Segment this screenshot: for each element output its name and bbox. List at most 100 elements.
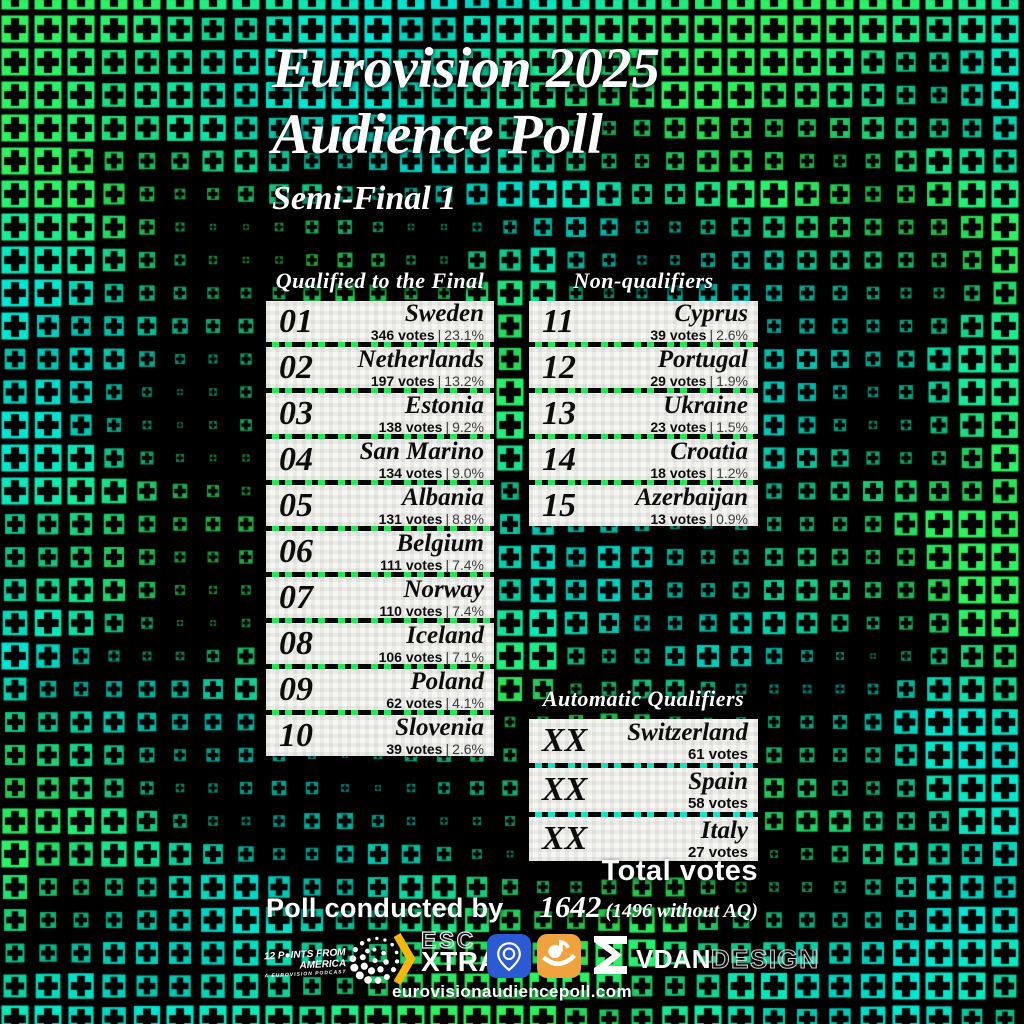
- rank-number: 13: [542, 394, 576, 432]
- title-line1: Eurovision 2025: [272, 37, 661, 100]
- vdan-design-logo: VDAN DESIGN: [636, 943, 820, 975]
- votes-line: 106 votes | 7.1%: [379, 650, 484, 664]
- votes-count: 138 votes: [378, 419, 443, 436]
- votes-line: 110 votes | 7.4%: [379, 604, 484, 618]
- dotted-globe-icon: [349, 936, 400, 984]
- result-row: 09 Poland 62 votes | 4.1%: [266, 669, 494, 710]
- entry-details: Norway 110 votes | 7.4%: [379, 577, 494, 619]
- result-row: 07 Norway 110 votes | 7.4%: [266, 577, 494, 618]
- votes-line: 62 votes | 4.1%: [386, 696, 484, 710]
- votes-count: 61 votes: [687, 746, 748, 764]
- country-name: Italy: [700, 816, 748, 844]
- votes-line: 111 votes | 7.4%: [380, 558, 484, 572]
- country-name: Estonia: [404, 391, 484, 419]
- qualified-list: 01 Sweden 346 votes | 23.1% 02 Netherlands 197 …: [266, 301, 494, 756]
- entry-details: San Marino 134 votes | 9.0%: [360, 439, 494, 481]
- votes-percent: 7.1%: [452, 649, 484, 666]
- votes-count: 346 votes: [370, 327, 435, 344]
- result-row: 03 Estonia 138 votes | 9.2%: [266, 393, 494, 434]
- votes-count: 111 votes: [380, 557, 443, 574]
- automatic-qualifiers-section: Automatic Qualifiers XX Switzerland 61 vot…: [529, 686, 758, 861]
- qualified-header: Qualified to the Final: [275, 268, 485, 293]
- votes-count: 110 votes: [379, 603, 443, 620]
- entry-details: Netherlands 197 votes | 13.2%: [358, 347, 494, 389]
- twelve-points-from-america-logo: 12 P●INTS FROM AMERICA A EUROVISION PODC…: [257, 932, 402, 991]
- votes-line: 346 votes | 23.1%: [371, 328, 484, 342]
- result-row: XX Switzerland 61 votes: [529, 719, 758, 763]
- entry-details: Switzerland 61 votes: [627, 720, 758, 763]
- votes-separator: |: [445, 695, 450, 712]
- title-line2: Audience Poll: [272, 102, 603, 166]
- votes-percent: 9.2%: [452, 419, 484, 436]
- country-name: San Marino: [359, 437, 484, 465]
- yellow-chevron-icon: [394, 932, 416, 986]
- votes-count: 62 votes: [386, 695, 443, 712]
- votes-line: 39 votes | 2.6%: [386, 742, 484, 756]
- result-row: 01 Sweden 346 votes | 23.1%: [266, 301, 494, 342]
- rank-number: 05: [279, 486, 313, 524]
- country-name: Cyprus: [674, 299, 748, 327]
- result-row: XX Spain 58 votes: [529, 768, 758, 812]
- votes-line: 29 votes | 1.9%: [650, 374, 748, 388]
- country-name: Azerbaijan: [635, 483, 748, 511]
- votes-percent: 13.2%: [444, 373, 484, 390]
- total-votes-value: 1642 (1496 without AQ): [400, 889, 758, 925]
- votes-count: 197 votes: [370, 373, 435, 390]
- vdan-bold-text: VDAN: [636, 944, 711, 974]
- result-row: 12 Portugal 29 votes | 1.9%: [529, 347, 758, 388]
- country-name: Portugal: [657, 345, 748, 373]
- entry-details: Sweden 346 votes | 23.1%: [371, 301, 494, 343]
- website-url: eurovisionaudiencepoll.com: [392, 982, 632, 1001]
- votes-separator: |: [437, 373, 442, 390]
- result-row: 08 Iceland 106 votes | 7.1%: [266, 623, 494, 664]
- votes-separator: |: [709, 373, 714, 390]
- rank-number: 02: [279, 348, 313, 386]
- votes-line: 23 votes | 1.5%: [650, 420, 748, 434]
- votes-count: 106 votes: [378, 649, 443, 666]
- escxtra-top-text: ESC: [420, 927, 476, 953]
- entry-details: Ukraine 23 votes | 1.5%: [650, 393, 758, 435]
- entry-details: Azerbaijan 13 votes | 0.9%: [635, 485, 758, 527]
- votes-percent: 9.0%: [452, 465, 484, 482]
- country-name: Slovenia: [395, 713, 484, 741]
- votes-percent: 8.8%: [452, 511, 484, 528]
- entry-details: Slovenia 39 votes | 2.6%: [386, 715, 494, 757]
- votes-percent: 1.9%: [716, 373, 748, 390]
- entry-details: Spain 58 votes: [688, 769, 758, 812]
- country-name: Netherlands: [357, 345, 484, 373]
- non-qualifiers-section: Non-qualifiers 11 Cyprus 39 votes | 2.6% 12 Po…: [529, 268, 758, 526]
- total-votes-number: 1642: [539, 889, 602, 924]
- eye-music-note-app-icon: [537, 934, 581, 978]
- automatic-qualifiers-list: XX Switzerland 61 votes XX Spain 58 votes XX It…: [529, 719, 758, 861]
- rank-number: 08: [279, 624, 313, 662]
- location-pin-app-icon: [487, 934, 531, 978]
- non-qualifiers-list: 11 Cyprus 39 votes | 2.6% 12 Portugal 29 votes |…: [529, 301, 758, 526]
- entry-details: Portugal 29 votes | 1.9%: [650, 347, 758, 389]
- votes-count: 23 votes: [650, 419, 707, 436]
- votes-count: 39 votes: [650, 327, 707, 344]
- votes-separator: |: [445, 465, 450, 482]
- votes-line: 61 votes: [688, 747, 748, 762]
- votes-line: 13 votes | 0.9%: [650, 512, 748, 526]
- votes-percent: 1.2%: [716, 465, 748, 482]
- rank-number: XX: [542, 722, 588, 759]
- votes-count: 131 votes: [378, 511, 443, 528]
- votes-separator: |: [445, 511, 450, 528]
- rank-number: 12: [542, 348, 576, 386]
- entry-details: Estonia 138 votes | 9.2%: [379, 393, 494, 435]
- country-name: Poland: [410, 667, 484, 695]
- result-row: 10 Slovenia 39 votes | 2.6%: [266, 715, 494, 756]
- votes-separator: |: [709, 327, 714, 344]
- votes-percent: 2.6%: [716, 327, 748, 344]
- page-title: Eurovision 2025 Audience Poll: [272, 36, 660, 167]
- entry-details: Belgium 111 votes | 7.4%: [380, 531, 494, 573]
- votes-separator: |: [709, 419, 714, 436]
- country-name: Iceland: [406, 621, 484, 649]
- rank-number: 10: [279, 716, 313, 754]
- votes-separator: |: [437, 327, 442, 344]
- country-name: Switzerland: [627, 718, 748, 746]
- rank-number: XX: [542, 771, 588, 808]
- votes-line: 27 votes: [688, 845, 748, 860]
- votes-percent: 7.4%: [452, 557, 484, 574]
